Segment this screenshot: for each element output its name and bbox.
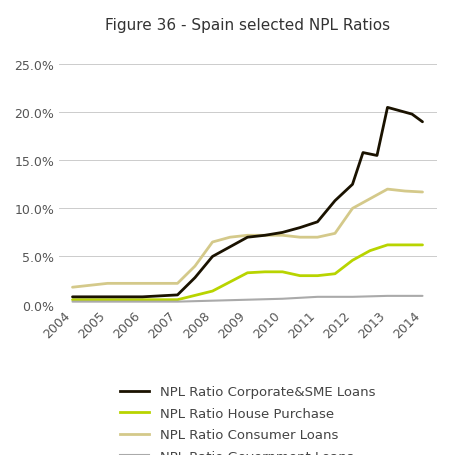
Legend: NPL Ratio Corporate&SME Loans, NPL Ratio House Purchase, NPL Ratio Consumer Loan: NPL Ratio Corporate&SME Loans, NPL Ratio… [120, 385, 375, 455]
Title: Figure 36 - Spain selected NPL Ratios: Figure 36 - Spain selected NPL Ratios [105, 18, 390, 33]
